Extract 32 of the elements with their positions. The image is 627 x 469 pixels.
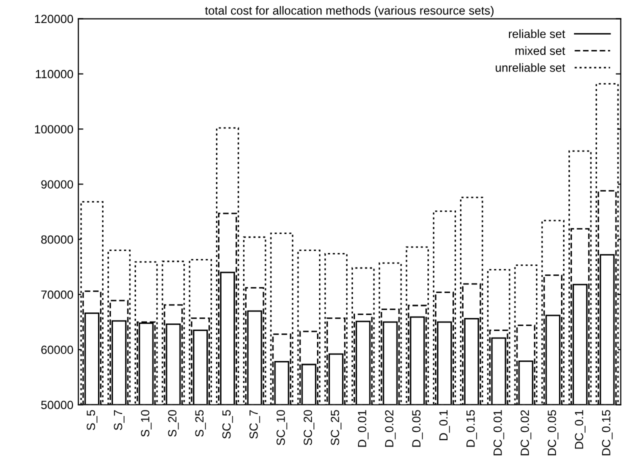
y-tick-label: 100000 xyxy=(35,125,74,134)
chart-title: total cost for allocation methods (various resource sets) xyxy=(205,6,494,18)
x-tick-label: D_0.1 xyxy=(439,410,450,440)
x-tick-label: DC_0.15 xyxy=(602,410,613,456)
x-tick-label: SC_25 xyxy=(330,410,342,446)
x-tick-label: S_5 xyxy=(86,410,98,430)
x-tick-label: SC_7 xyxy=(249,410,260,439)
x-tick-label: DC_0.02 xyxy=(520,410,532,456)
x-tick-label: DC_0.1 xyxy=(574,410,586,449)
x-tick-label: D_0.15 xyxy=(466,410,477,447)
y-tick-label: 80000 xyxy=(41,235,74,244)
x-tick-label: S_10 xyxy=(140,410,152,437)
x-tick-label: S_20 xyxy=(168,410,179,437)
x-tick-label: S_25 xyxy=(195,410,206,437)
x-tick-label: D_0.01 xyxy=(358,410,369,447)
legend-label: unreliable set xyxy=(496,63,566,72)
x-tick-label: D_0.02 xyxy=(385,410,396,447)
x-tick-label: S_7 xyxy=(114,410,124,430)
x-tick-label: SC_20 xyxy=(304,410,314,446)
y-tick-label: 70000 xyxy=(41,290,74,299)
x-tick-label: SC_5 xyxy=(222,410,233,439)
y-tick-label: 60000 xyxy=(41,346,74,354)
legend-label: reliable set xyxy=(508,29,566,38)
x-tick-label: DC_0.01 xyxy=(494,410,504,456)
y-tick-label: 90000 xyxy=(41,180,74,189)
x-tick-label: DC_0.05 xyxy=(548,410,558,456)
x-tick-label: D_0.05 xyxy=(412,410,423,447)
y-tick-label: 50000 xyxy=(41,400,74,410)
y-tick-label: 110000 xyxy=(36,70,74,78)
x-tick-label: SC_10 xyxy=(276,410,288,446)
legend-label: mixed set xyxy=(516,46,566,55)
y-tick-label: 120000 xyxy=(35,14,74,24)
